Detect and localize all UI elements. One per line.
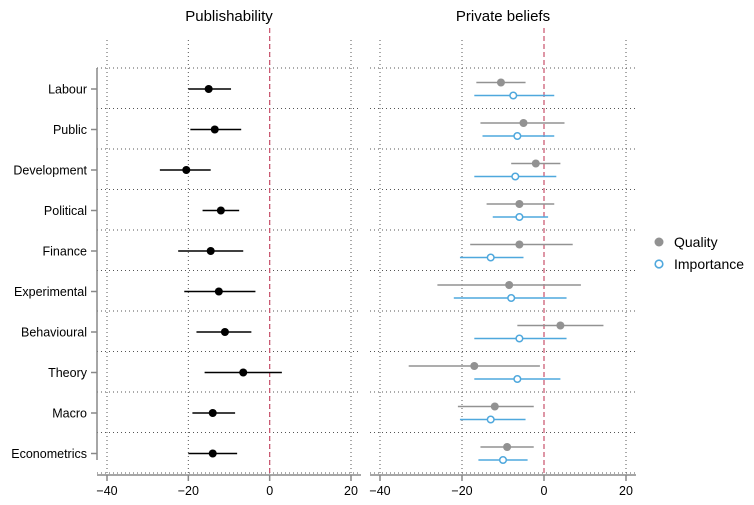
x-tick-label-0-1: −20 [178, 484, 199, 498]
point-1-1-6 [515, 334, 524, 343]
point-0-0-8 [208, 409, 217, 417]
x-tick-label-0-3: 20 [344, 484, 358, 498]
point-1-0-7 [470, 362, 479, 370]
legend-marker-1 [654, 259, 664, 269]
point-1-1-3 [515, 212, 524, 222]
point-1-1-0 [509, 91, 518, 100]
x-tick-label-1-2: 0 [541, 484, 548, 498]
point-0-0-0 [204, 85, 213, 93]
x-tick-label-1-3: 20 [619, 484, 633, 498]
point-0-0-7 [239, 368, 248, 377]
point-1-0-4 [515, 240, 524, 249]
point-0-0-9 [208, 449, 217, 458]
category-label-2: Development [13, 164, 87, 178]
x-tick-label-0-2: 0 [266, 484, 273, 498]
category-label-9: Econometrics [11, 447, 87, 461]
point-0-0-2 [182, 166, 191, 174]
legend-label-1: Importance [674, 256, 744, 272]
point-1-1-1 [513, 131, 522, 141]
panel-title-1: Private beliefs [456, 8, 550, 25]
point-1-1-7 [513, 374, 522, 384]
point-1-1-2 [511, 172, 520, 181]
category-label-1: Public [53, 123, 87, 137]
category-label-0: Labour [48, 83, 87, 97]
category-label-6: Behavioural [21, 326, 87, 340]
point-0-0-4 [206, 247, 215, 255]
point-0-0-5 [214, 287, 223, 296]
point-1-1-9 [498, 455, 508, 465]
x-tick-label-1-1: −20 [451, 484, 472, 498]
point-0-0-1 [210, 125, 219, 134]
category-label-4: Finance [43, 245, 88, 259]
point-1-0-2 [531, 159, 540, 168]
point-0-0-3 [216, 206, 225, 215]
category-label-5: Experimental [14, 285, 87, 299]
point-1-0-6 [556, 321, 565, 330]
point-1-0-8 [490, 402, 499, 411]
x-tick-label-1-0: −40 [369, 484, 390, 498]
legend-label-0: Quality [674, 234, 718, 250]
category-label-8: Macro [52, 407, 87, 421]
point-1-0-0 [496, 78, 505, 87]
point-1-0-3 [515, 200, 524, 208]
point-1-0-9 [503, 443, 512, 451]
point-1-1-5 [507, 293, 516, 303]
point-0-0-6 [220, 328, 229, 336]
point-1-0-5 [505, 281, 514, 289]
point-1-0-1 [519, 119, 528, 127]
category-label-3: Political [44, 204, 87, 218]
x-tick-label-0-0: −40 [96, 484, 117, 498]
panel-title-0: Publishability [185, 8, 273, 25]
legend-marker-0 [654, 237, 664, 247]
category-label-7: Theory [48, 366, 88, 380]
point-1-1-8 [486, 415, 495, 424]
point-1-1-4 [486, 253, 495, 262]
